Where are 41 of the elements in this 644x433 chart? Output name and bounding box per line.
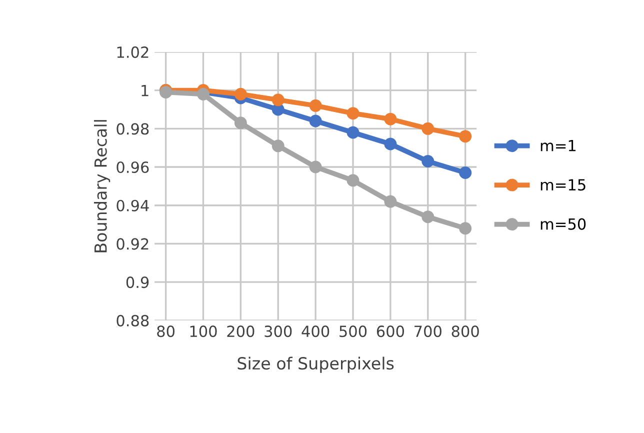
point bbox=[309, 114, 322, 128]
y-tick-label: 0.88 bbox=[116, 314, 149, 326]
y-tick-label: 0.94 bbox=[116, 200, 149, 212]
legend-label: m=15 bbox=[540, 179, 586, 191]
point bbox=[346, 107, 360, 120]
point bbox=[384, 112, 397, 126]
point bbox=[459, 222, 472, 235]
point bbox=[234, 116, 247, 130]
x-tick-label: 100 bbox=[190, 326, 217, 338]
point bbox=[272, 94, 284, 106]
x-tick-label: 80 bbox=[157, 326, 174, 338]
y-tick-label: 1.02 bbox=[117, 46, 148, 58]
point bbox=[346, 174, 360, 187]
point bbox=[459, 166, 472, 180]
point bbox=[422, 155, 434, 168]
x-tick-label: 800 bbox=[452, 326, 479, 338]
point bbox=[459, 130, 472, 143]
x-tick-label: 300 bbox=[264, 326, 292, 338]
y-axis-title: Boundary Recall bbox=[94, 120, 110, 252]
point bbox=[422, 210, 434, 224]
x-tick-label: 500 bbox=[340, 326, 367, 338]
y-tick-label: 0.92 bbox=[116, 238, 148, 250]
x-axis-title: Size of Superpixels bbox=[238, 356, 394, 373]
x-tick-label: 400 bbox=[302, 326, 330, 338]
y-tick-label: 0.96 bbox=[116, 161, 149, 174]
point bbox=[309, 160, 322, 174]
point bbox=[234, 88, 247, 100]
y-tick-label: 0.9 bbox=[126, 276, 149, 288]
point bbox=[272, 140, 284, 152]
y-tick-label: 1 bbox=[142, 84, 148, 96]
legend-label: m=1 bbox=[540, 140, 576, 152]
legend-label: m=50 bbox=[540, 218, 586, 230]
point bbox=[384, 195, 397, 208]
x-tick-label: 700 bbox=[414, 326, 442, 338]
point bbox=[422, 122, 434, 135]
y-tick-label: 0.98 bbox=[116, 123, 149, 135]
point bbox=[309, 99, 322, 112]
point bbox=[384, 138, 397, 150]
x-tick-label: 600 bbox=[376, 326, 404, 338]
point bbox=[346, 126, 360, 139]
x-tick-label: 200 bbox=[227, 326, 254, 338]
